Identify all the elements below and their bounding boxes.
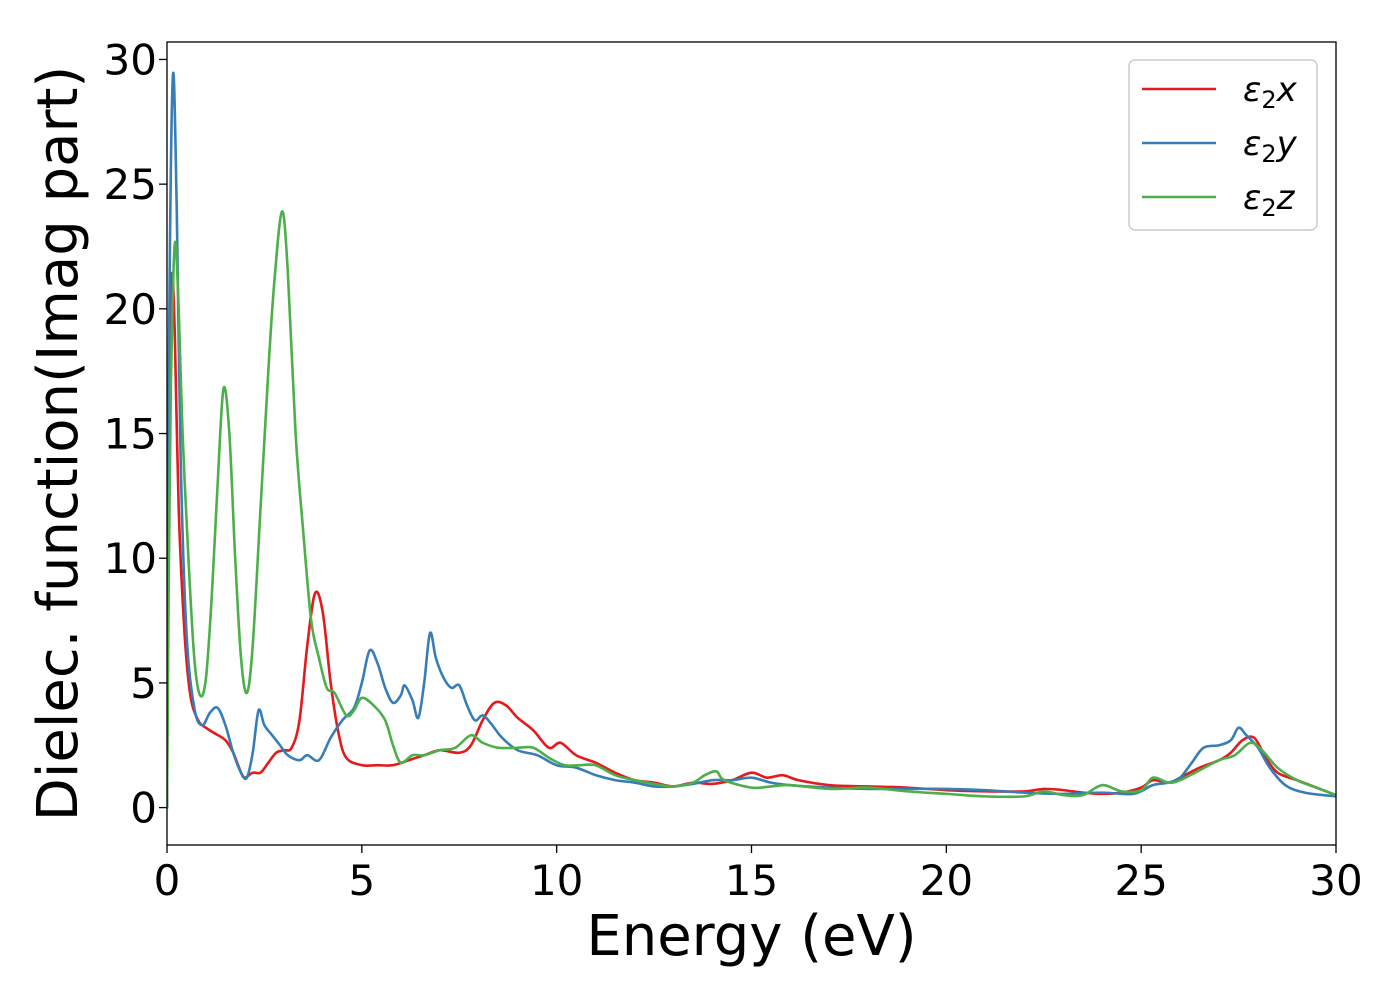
legend-subscript: 2: [1261, 86, 1276, 114]
y-tick-label: 0: [130, 784, 157, 833]
y-tick-label: 10: [104, 534, 157, 583]
x-tick-label: 20: [920, 856, 973, 905]
legend-variable: y: [1276, 124, 1298, 164]
legend-symbol: ε: [1243, 124, 1261, 164]
ticks-layer: 0 5 10 15 20 25 30 0 5 10 15 20 25 30: [104, 35, 1363, 905]
legend-label-1: ε2x: [1243, 70, 1298, 114]
legend-variable: z: [1276, 178, 1296, 218]
x-tick-label: 25: [1114, 856, 1167, 905]
series-line-1: [167, 271, 1336, 809]
y-tick-label: 20: [104, 285, 157, 334]
y-tick-label: 5: [130, 659, 157, 708]
legend-subscript: 2: [1261, 194, 1276, 222]
legend-label-3: ε2z: [1243, 178, 1296, 222]
legend-box: [1128, 59, 1318, 231]
x-tick-label: 0: [154, 856, 181, 905]
x-tick-label: 30: [1309, 856, 1362, 905]
y-tick-label: 30: [104, 35, 157, 84]
legend-symbol: ε: [1243, 70, 1261, 110]
series-layer: [167, 71, 1336, 809]
legend-symbol: ε: [1243, 178, 1261, 218]
x-axis-label: Energy (eV): [586, 904, 916, 969]
series-line-3: [167, 210, 1336, 809]
legend-subscript: 2: [1261, 140, 1276, 168]
series-line-2: [167, 71, 1336, 809]
y-tick-label: 25: [104, 160, 157, 209]
legend-variable: x: [1276, 70, 1298, 110]
x-tick-label: 10: [530, 856, 583, 905]
legend-label-2: ε2y: [1243, 124, 1298, 168]
y-tick-label: 15: [104, 410, 157, 459]
y-axis-label: Dielec. function(Imag part): [26, 66, 91, 822]
x-tick-label: 5: [348, 856, 375, 905]
x-tick-label: 15: [725, 856, 778, 905]
